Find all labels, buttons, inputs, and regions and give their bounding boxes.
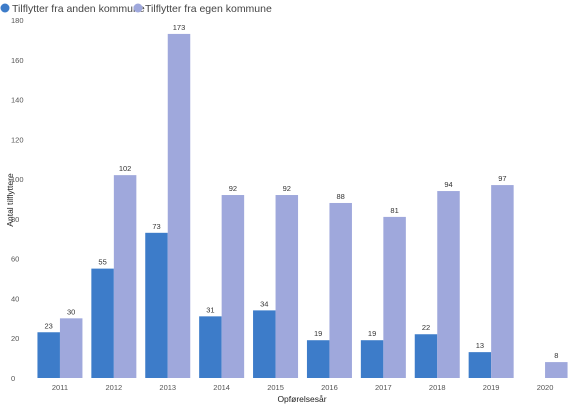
bar-anden-kommune-2012[interactable]: [91, 268, 114, 378]
x-tick-label: 2011: [52, 383, 68, 392]
legend-marker-anden-kommune[interactable]: [0, 3, 10, 13]
bar-egen-kommune-2018[interactable]: [437, 191, 460, 378]
data-label: 31: [206, 305, 214, 314]
y-tick-label: 60: [11, 255, 19, 264]
x-tick-label: 2012: [106, 383, 123, 392]
y-tick-label: 120: [11, 135, 24, 144]
bar-anden-kommune-2016[interactable]: [306, 340, 330, 378]
x-tick-label: 2014: [213, 383, 230, 392]
bar-anden-kommune-2011[interactable]: [37, 332, 60, 378]
data-label: 88: [337, 192, 345, 201]
x-tick-label: 2017: [375, 383, 392, 392]
bar-egen-kommune-2020[interactable]: [545, 362, 568, 378]
y-tick-label: 20: [11, 334, 19, 343]
bar-egen-kommune-2012[interactable]: [113, 175, 137, 378]
data-label: 173: [173, 23, 186, 32]
data-label: 73: [152, 222, 160, 231]
y-tick-label: 80: [11, 215, 19, 224]
y-tick-label: 0: [11, 374, 15, 383]
bar-egen-kommune-2013[interactable]: [167, 33, 191, 379]
data-label: 22: [422, 323, 430, 332]
bar-egen-kommune-2017[interactable]: [383, 216, 406, 378]
y-tick-label: 100: [11, 175, 24, 184]
data-label: 55: [98, 258, 106, 267]
bar-anden-kommune-2014[interactable]: [199, 316, 222, 378]
data-label: 97: [498, 174, 506, 183]
y-axis-ticks: 0 20 40 60 80 100 120 140 160 180: [11, 16, 24, 383]
x-axis-ticks: 2011 2012 2013 2014 2015 2016 2017 2018 2019 2020: [52, 383, 554, 392]
x-tick-label: 2019: [483, 383, 500, 392]
x-tick-label: 2013: [159, 383, 176, 392]
x-tick-label: 2016: [321, 383, 338, 392]
data-labels: 23 30 55 102 73 173 31 92 34 92 19 88 19 81 22 94 13 97 8: [45, 23, 559, 360]
y-axis-title: Antal tilflyttere: [5, 173, 15, 227]
data-label: 81: [390, 206, 398, 215]
bar-anden-kommune-2017[interactable]: [360, 340, 384, 378]
bar-anden-kommune-2018[interactable]: [414, 334, 438, 378]
data-label: 30: [67, 307, 75, 316]
y-tick-label: 140: [11, 96, 24, 105]
data-label: 102: [119, 164, 132, 173]
data-label: 13: [476, 341, 484, 350]
y-tick-label: 40: [11, 294, 19, 303]
data-label: 92: [229, 184, 237, 193]
data-label: 94: [444, 180, 452, 189]
y-tick-label: 180: [11, 16, 24, 25]
bar-egen-kommune-2016[interactable]: [329, 202, 352, 378]
data-label: 19: [368, 329, 376, 338]
bar-egen-kommune-2014[interactable]: [221, 195, 245, 378]
legend-label-anden-kommune[interactable]: Tilflytter fra anden kommune: [12, 3, 145, 15]
bar-anden-kommune-2015[interactable]: [253, 310, 276, 378]
bar-egen-kommune-2011[interactable]: [59, 318, 83, 378]
x-tick-label: 2015: [267, 383, 284, 392]
data-label: 19: [314, 329, 322, 338]
bar-anden-kommune-2019[interactable]: [468, 352, 492, 378]
data-label: 8: [554, 351, 558, 360]
x-tick-label: 2020: [537, 383, 554, 392]
bars: [37, 33, 568, 379]
x-tick-label: 2018: [429, 383, 446, 392]
bar-egen-kommune-2015[interactable]: [275, 195, 299, 378]
data-label: 34: [260, 299, 268, 308]
bar-egen-kommune-2019[interactable]: [491, 185, 514, 378]
data-label: 92: [283, 184, 291, 193]
legend-label-egen-kommune[interactable]: Tilflytter fra egen kommune: [145, 3, 272, 15]
legend: Tilflytter fra anden kommune Tilflytter …: [0, 3, 272, 15]
bar-anden-kommune-2013[interactable]: [145, 232, 168, 378]
y-tick-label: 160: [11, 56, 24, 65]
data-label: 23: [45, 321, 53, 330]
x-axis-title: Opførelsesår: [277, 394, 326, 404]
legend-marker-egen-kommune[interactable]: [133, 3, 143, 13]
